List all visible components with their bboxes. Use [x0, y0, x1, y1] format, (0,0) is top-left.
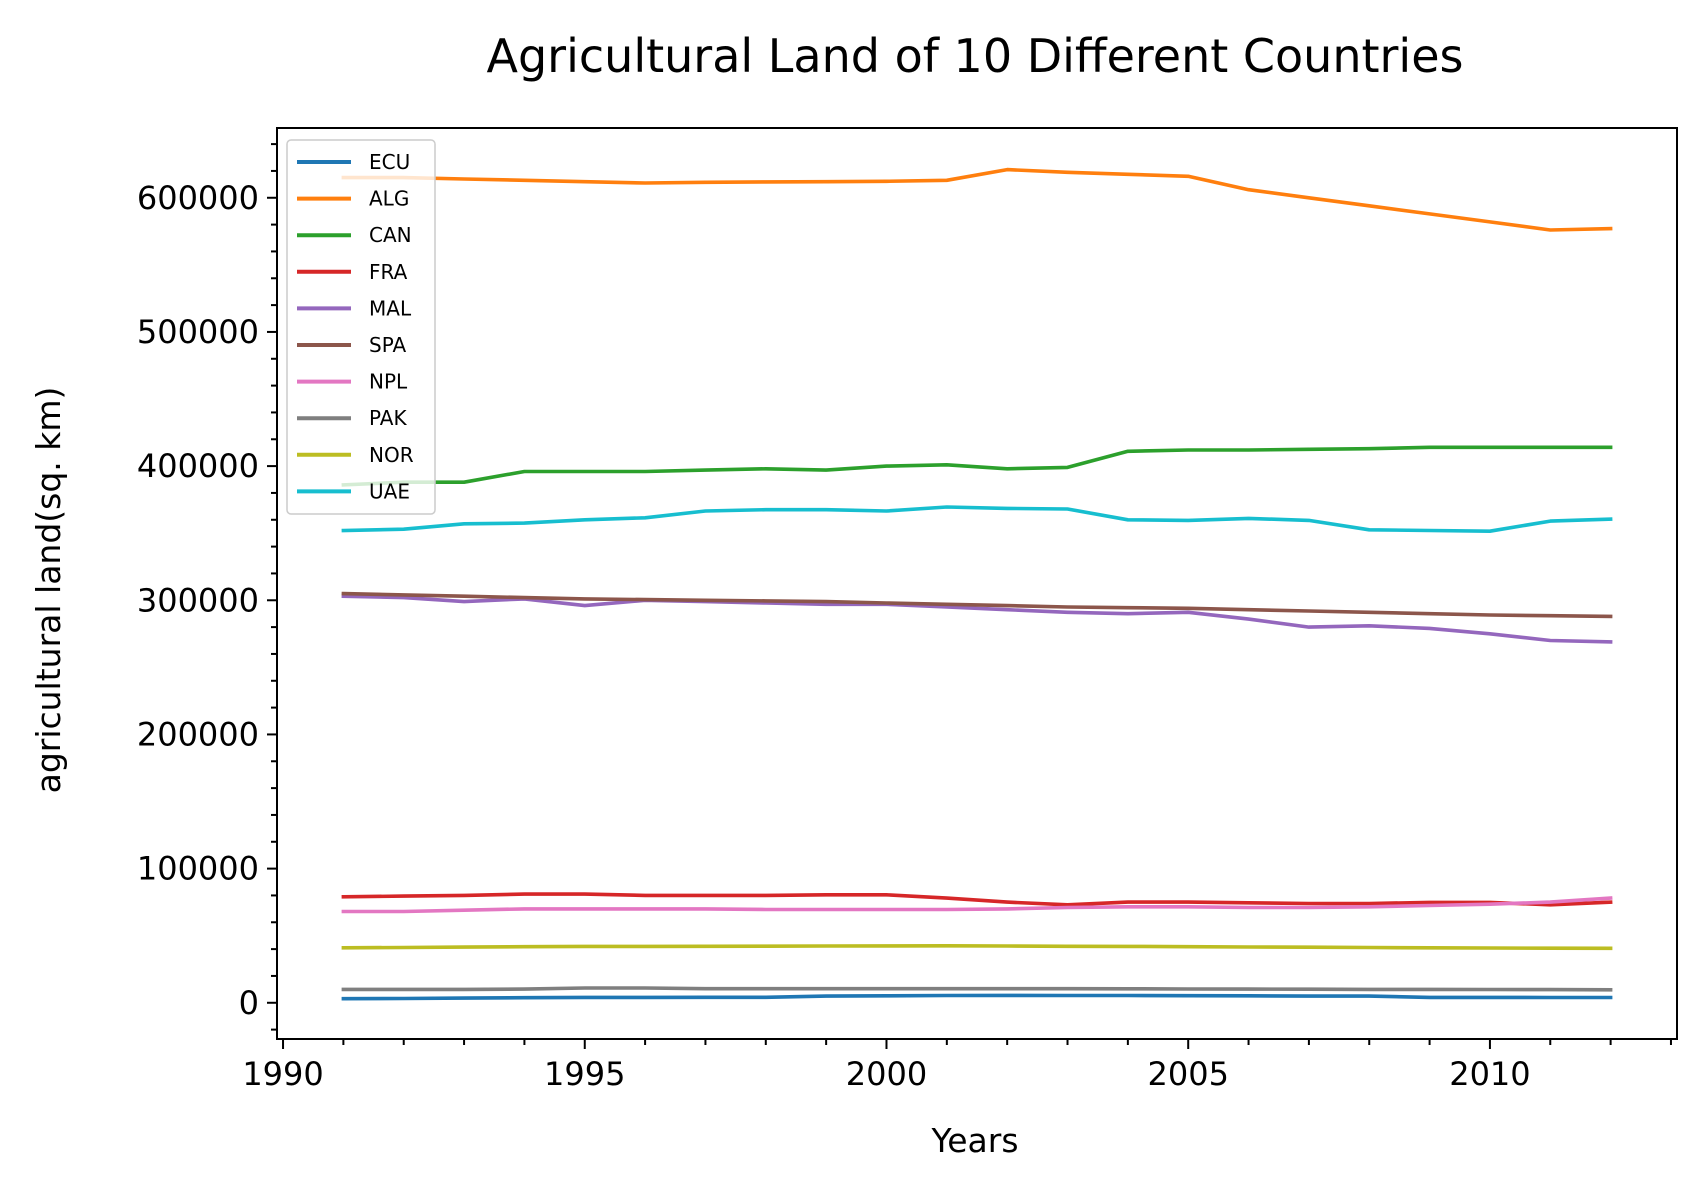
- series-line-ecu: [341, 993, 1613, 1001]
- series-line-uae: [341, 505, 1613, 534]
- legend-label-pak: PAK: [369, 406, 407, 430]
- axes: 1990 1995 2000 2005 2010 0 100000 200000 300000 4…: [137, 143, 1672, 1093]
- x-axis-label: Years: [930, 1121, 1018, 1160]
- series-line-npl: [341, 896, 1613, 914]
- legend-label-mal: MAL: [369, 296, 412, 320]
- y-tick-label: 300000: [137, 581, 259, 619]
- legend-label-alg: ALG: [369, 187, 409, 211]
- legend-label-nor: NOR: [369, 443, 414, 467]
- series-line-fra: [341, 892, 1613, 907]
- legend-label-can: CAN: [369, 223, 412, 247]
- plot-area: [276, 127, 1678, 1040]
- legend: ECU ALG CAN FRA MAL SPA NPL PAK NOR UAE: [286, 139, 436, 515]
- plot-frame: [276, 127, 1678, 1040]
- x-tick-label: 1990: [242, 1055, 323, 1093]
- y-axis-label: agricultural land(sq. km): [29, 387, 68, 794]
- x-tick-label: 2005: [1147, 1055, 1228, 1093]
- chart-title: Agricultural Land of 10 Different Countr…: [487, 29, 1464, 83]
- y-tick-label: 100000: [137, 850, 259, 888]
- legend-label-npl: NPL: [369, 370, 408, 394]
- y-tick-label: 500000: [137, 313, 259, 351]
- y-tick-label: 200000: [137, 715, 259, 753]
- legend-label-uae: UAE: [369, 479, 410, 503]
- series-line-mal: [341, 594, 1613, 644]
- legend-label-fra: FRA: [369, 260, 408, 284]
- series-line-spa: [341, 591, 1613, 619]
- series-layer: [341, 167, 1613, 1001]
- series-line-alg: [341, 167, 1613, 232]
- series-line-can: [341, 445, 1613, 487]
- series-line-nor: [341, 943, 1613, 951]
- legend-label-spa: SPA: [369, 333, 406, 357]
- y-tick-label: 0: [239, 984, 259, 1022]
- series-line-pak: [341, 986, 1613, 992]
- y-tick-label: 400000: [137, 447, 259, 485]
- x-tick-label: 2000: [846, 1055, 927, 1093]
- x-tick-label: 2010: [1449, 1055, 1530, 1093]
- y-tick-label: 600000: [137, 179, 259, 217]
- legend-label-ecu: ECU: [369, 150, 410, 174]
- x-tick-label: 1995: [544, 1055, 625, 1093]
